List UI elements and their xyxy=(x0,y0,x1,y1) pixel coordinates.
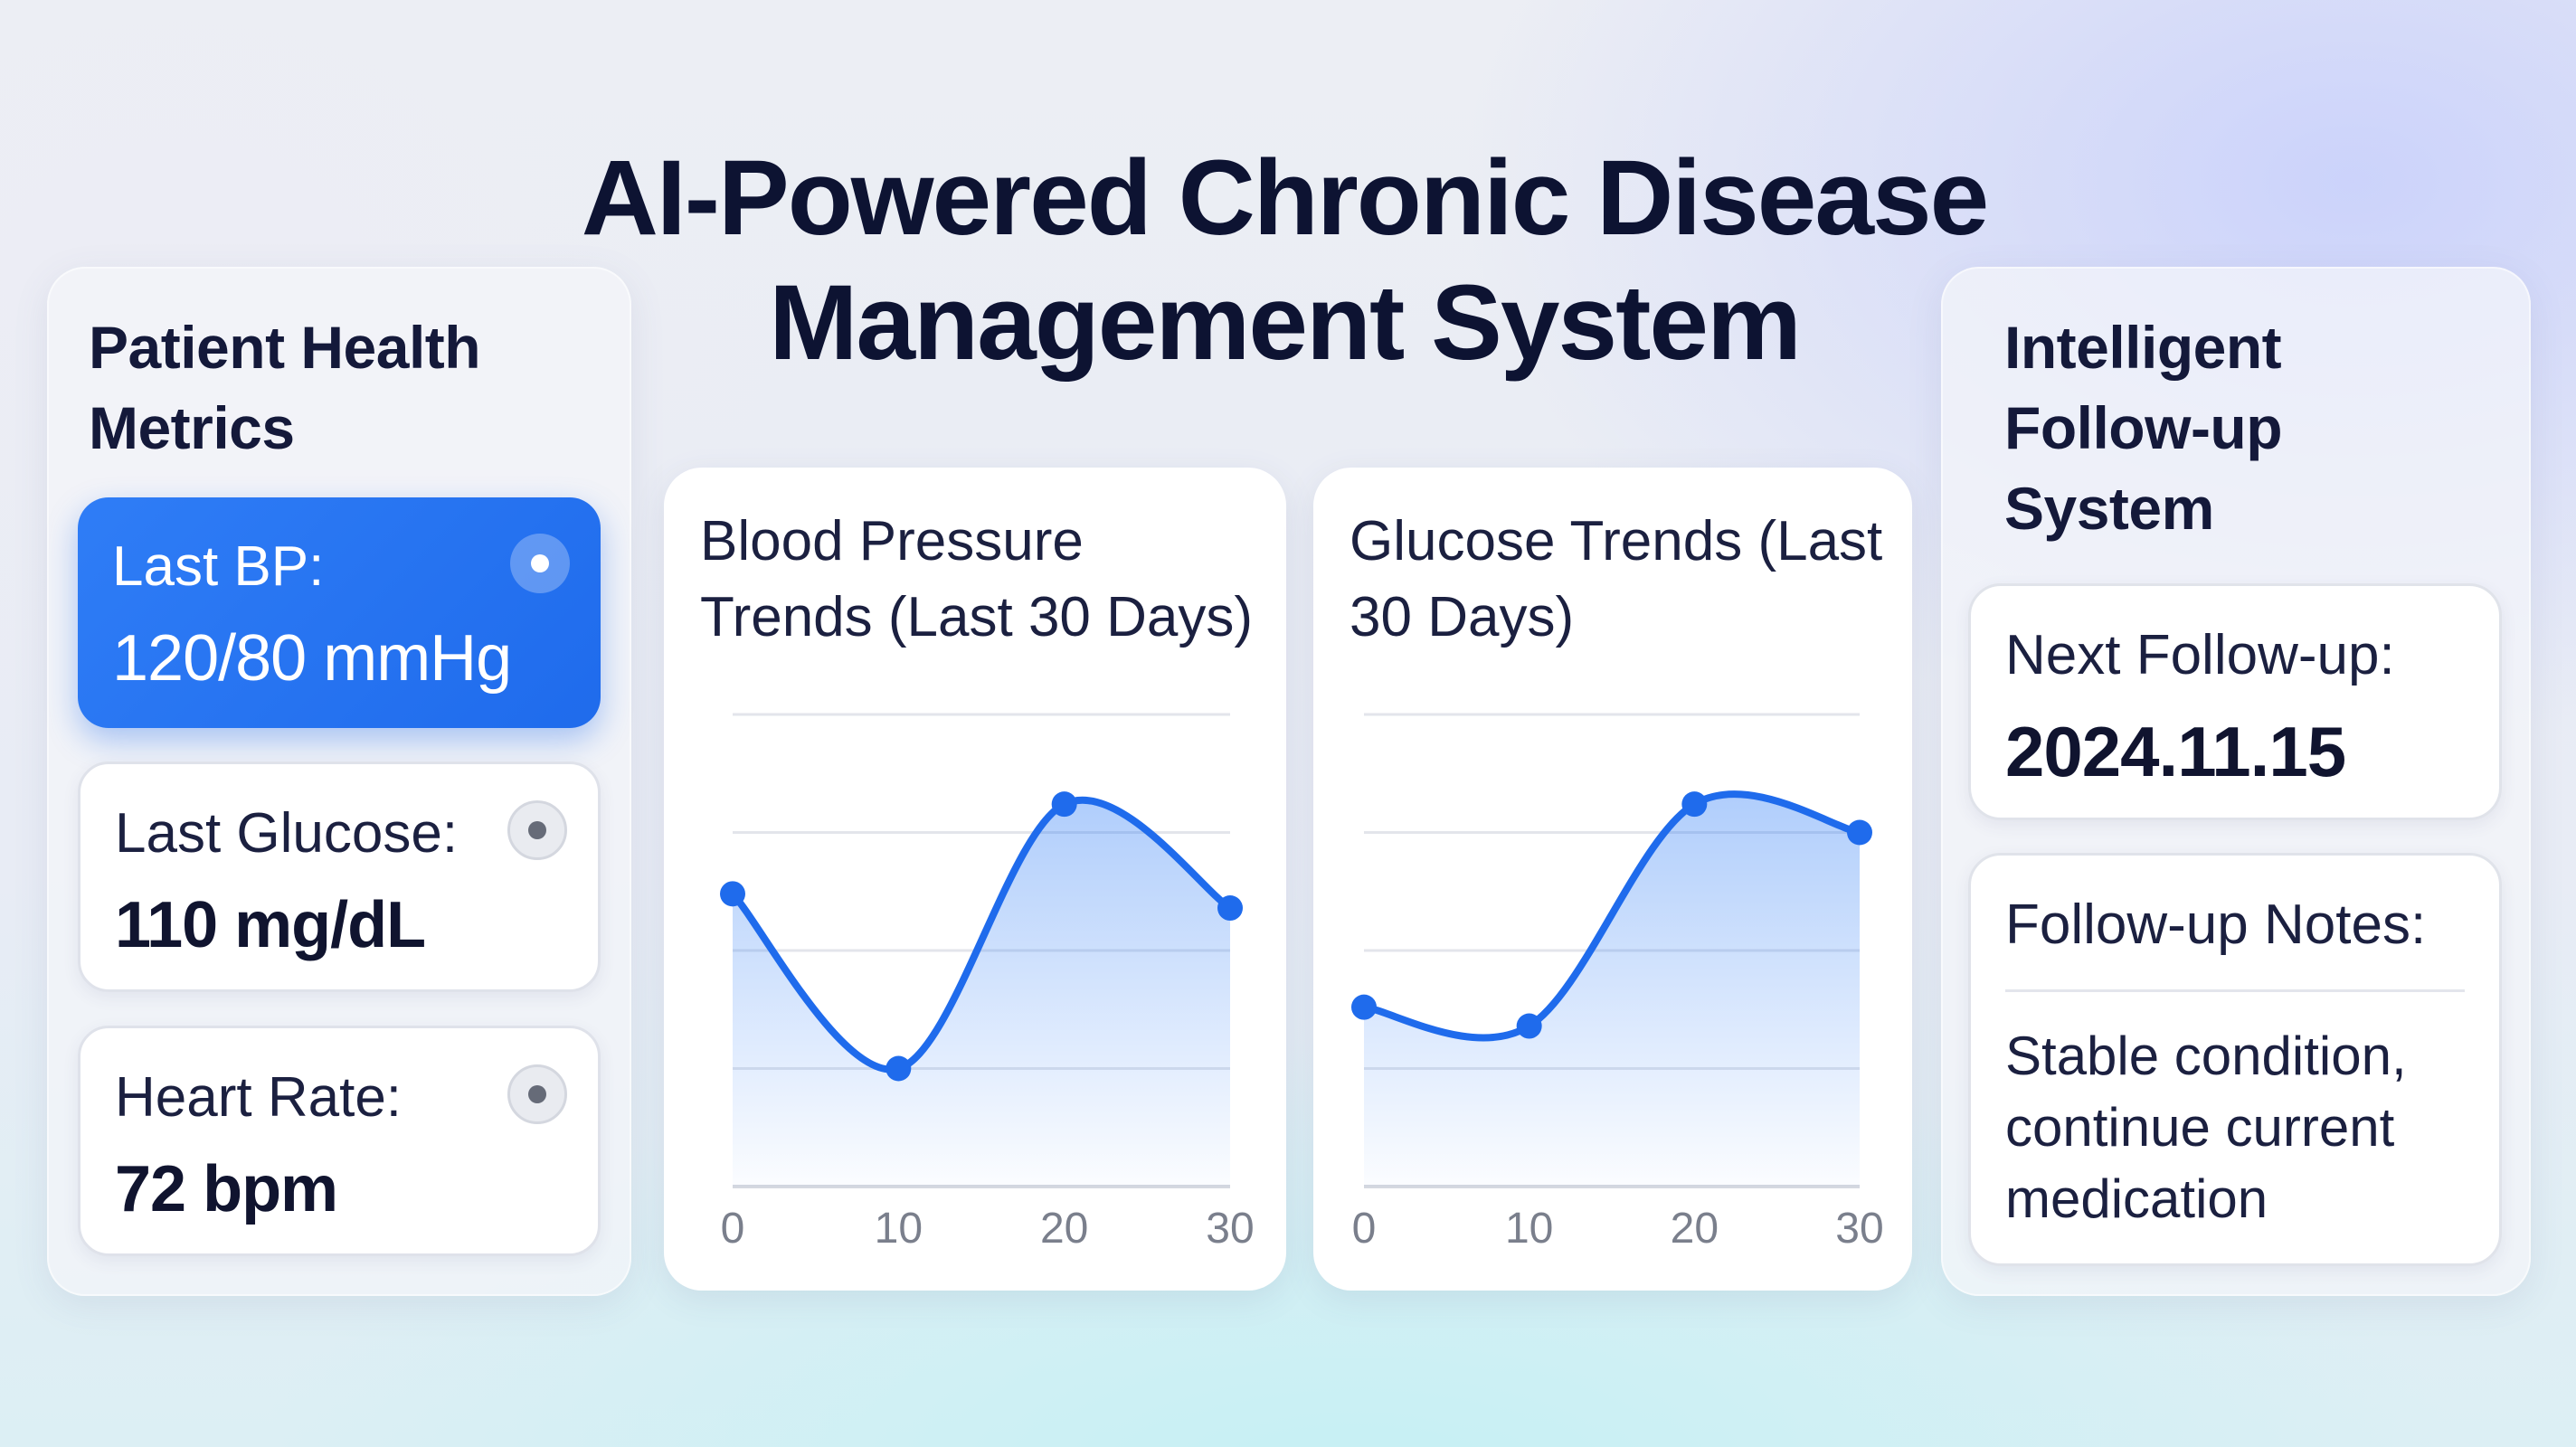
x-tick-label: 0 xyxy=(1352,1205,1377,1253)
metric-label: Heart Rate: xyxy=(115,1066,402,1129)
radio-dot-icon[interactable] xyxy=(510,534,570,593)
notes-divider xyxy=(2005,989,2465,992)
x-tick-label: 20 xyxy=(1040,1205,1088,1253)
metric-card-glucose[interactable]: Last Glucose: 110 mg/dL xyxy=(78,761,601,992)
data-point xyxy=(1516,1013,1542,1039)
follow-up-notes-text: Stable condition, continue current medic… xyxy=(2005,1026,2407,1229)
blood-pressure-chart-card: Blood Pressure Trends (Last 30 Days) 0 10… xyxy=(664,468,1286,1291)
followup-panel-heading: Intelligent Follow-up System xyxy=(2004,314,2283,542)
x-tick-label: 0 xyxy=(721,1205,745,1253)
series-area xyxy=(1364,794,1860,1187)
follow-up-notes-label: Follow-up Notes: xyxy=(2005,894,2427,956)
metric-value: 72 bpm xyxy=(115,1153,338,1225)
metric-label: Last Glucose: xyxy=(115,802,459,865)
data-point xyxy=(1847,819,1872,846)
next-follow-up-card[interactable]: Next Follow-up: 2024.11.15 xyxy=(1968,583,2502,820)
metric-card-heart-rate[interactable]: Heart Rate: 72 bpm xyxy=(78,1026,601,1256)
series-area xyxy=(733,799,1230,1187)
radio-dot-icon[interactable] xyxy=(507,1064,567,1124)
next-follow-up-date: 2024.11.15 xyxy=(2005,712,2346,791)
glucose-chart-card: Glucose Trends (Last 30 Days) 0 10 20 30 xyxy=(1313,468,1912,1291)
metric-value: 120/80 mmHg xyxy=(112,622,512,695)
data-point xyxy=(1051,791,1077,818)
x-tick-label: 30 xyxy=(1206,1205,1254,1253)
patient-health-metrics-panel: Patient Health Metrics Last BP: 120/80 m… xyxy=(47,267,631,1296)
blood-pressure-chart: 0 10 20 30 xyxy=(720,713,1255,1253)
radio-dot-icon[interactable] xyxy=(507,800,567,860)
data-point xyxy=(1217,895,1243,922)
page-title: AI-Powered Chronic Disease Management Sy… xyxy=(581,138,1990,383)
data-point xyxy=(720,881,745,907)
data-point xyxy=(1351,994,1377,1020)
next-follow-up-label: Next Follow-up: xyxy=(2005,624,2395,686)
follow-up-system-panel: Intelligent Follow-up System Next Follow… xyxy=(1941,267,2531,1296)
metric-value: 110 mg/dL xyxy=(115,889,426,961)
x-tick-label: 10 xyxy=(1505,1205,1553,1253)
chart-title: Blood Pressure Trends (Last 30 Days) xyxy=(700,510,1254,648)
x-tick-label: 30 xyxy=(1835,1205,1883,1253)
data-point xyxy=(886,1055,912,1082)
follow-up-notes-card[interactable]: Follow-up Notes: Stable condition, conti… xyxy=(1968,853,2502,1266)
metrics-panel-heading: Patient Health Metrics xyxy=(89,314,481,461)
metric-card-blood-pressure[interactable]: Last BP: 120/80 mmHg xyxy=(78,497,601,728)
x-tick-label: 20 xyxy=(1671,1205,1719,1253)
series-line xyxy=(1360,790,1863,1042)
data-point xyxy=(1681,791,1708,818)
glucose-chart: 0 10 20 30 xyxy=(1351,713,1884,1253)
series-line xyxy=(729,796,1234,1073)
x-tick-label: 10 xyxy=(875,1205,923,1253)
chart-title: Glucose Trends (Last 30 Days) xyxy=(1350,510,1883,648)
metric-label: Last BP: xyxy=(112,535,325,598)
